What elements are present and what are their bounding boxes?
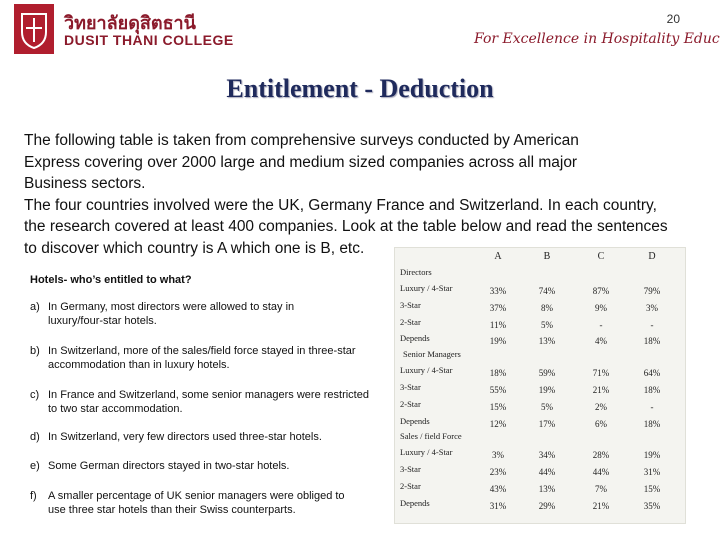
- question-text: In Switzerland, very few directors used …: [48, 431, 322, 443]
- row-label: 3-Star: [400, 382, 421, 392]
- cell: 64%: [643, 368, 661, 379]
- question-text: In Germany, most directors were allowed …: [48, 301, 295, 313]
- cell: 12%: [489, 418, 507, 429]
- cell: 31%: [489, 500, 507, 511]
- question-letter: a): [30, 301, 40, 313]
- cell: 37%: [489, 302, 507, 313]
- cell: 79%: [643, 286, 661, 296]
- cell: 2%: [595, 401, 607, 412]
- column-header: A: [494, 251, 502, 262]
- table-background: [394, 247, 686, 524]
- paragraph-line: The four countries involved were the UK,…: [24, 196, 657, 214]
- row-label: Depends: [400, 415, 430, 426]
- question-letter: f): [30, 490, 37, 502]
- cell: 7%: [595, 484, 607, 494]
- row-label: Luxury / 4-Star: [400, 283, 453, 293]
- cell: 6%: [595, 418, 607, 429]
- row-label: Depends: [400, 333, 430, 344]
- cell: 3%: [646, 302, 658, 313]
- cell: 34%: [538, 450, 556, 461]
- cell: 18%: [643, 418, 661, 429]
- row-label: 2-Star: [400, 481, 421, 491]
- cell: 18%: [643, 336, 661, 347]
- row-label: 2-Star: [400, 316, 421, 327]
- cell: 33%: [489, 286, 507, 296]
- cell: 55%: [489, 385, 507, 395]
- question-text: In Switzerland, more of the sales/field …: [48, 345, 356, 357]
- cell: 4%: [595, 336, 607, 347]
- logo: [14, 4, 54, 54]
- cell: 21%: [592, 500, 610, 511]
- question-letter: b): [30, 345, 40, 357]
- cell: 5%: [541, 401, 553, 412]
- cell: 44%: [592, 467, 610, 478]
- page-number: 20: [666, 12, 680, 26]
- cell: 19%: [643, 450, 661, 461]
- row-label: Luxury / 4-Star: [400, 365, 453, 376]
- row-label: 3-Star: [400, 464, 421, 475]
- question-letter: c): [30, 389, 40, 401]
- questions-heading: Hotels- who’s entitled to what?: [30, 274, 192, 286]
- cell: -: [650, 401, 654, 412]
- cell: 43%: [489, 484, 507, 494]
- question-text: In France and Switzerland, some senior m…: [48, 389, 369, 401]
- paragraph-line: Business sectors.: [24, 175, 146, 192]
- question-letter: e): [30, 460, 40, 472]
- cell: 28%: [592, 450, 610, 461]
- question-text: accommodation than in luxury hotels.: [48, 359, 230, 371]
- paragraph-line: The following table is taken from compre…: [24, 132, 579, 149]
- group-label: Sales / field Force: [400, 431, 462, 442]
- cell: 15%: [489, 401, 507, 412]
- row-label: Depends: [400, 497, 430, 508]
- cell: 15%: [643, 484, 661, 494]
- cell: 13%: [538, 484, 556, 494]
- group-label: Directors: [400, 267, 432, 277]
- cell: 35%: [643, 500, 661, 511]
- cell: 5%: [541, 319, 553, 330]
- cell: 19%: [489, 336, 507, 347]
- cell: 44%: [538, 467, 556, 478]
- question-text: A smaller percentage of UK senior manage…: [48, 490, 345, 502]
- cell: -: [650, 319, 654, 330]
- cell: 31%: [643, 467, 661, 478]
- cell: -: [599, 319, 603, 330]
- cell: 19%: [538, 385, 556, 395]
- cell: 71%: [592, 368, 610, 379]
- cell: 59%: [538, 368, 556, 379]
- cell: 23%: [489, 467, 507, 478]
- cell: 29%: [538, 500, 556, 511]
- question-text: use three star hotels than their Swiss c…: [48, 504, 296, 516]
- paragraph-line: the research covered at least 400 compan…: [24, 218, 668, 235]
- slide-title: Entitlement - Deduction: [226, 74, 494, 103]
- cell: 8%: [541, 302, 553, 313]
- thai-name: วิทยาลัยดุสิตธานี: [64, 13, 196, 33]
- cell: 11%: [489, 319, 507, 330]
- tagline: For Excellence in Hospitality Education: [474, 31, 720, 47]
- paragraph-line: to discover which country is A which one…: [24, 239, 365, 257]
- cell: 13%: [538, 336, 556, 347]
- college-name: DUSIT THANI COLLEGE: [64, 32, 234, 48]
- cell: 21%: [592, 385, 610, 395]
- cell: 87%: [592, 286, 610, 296]
- row-label: 2-Star: [400, 398, 421, 409]
- row-label: Luxury / 4-Star: [400, 447, 453, 458]
- group-label: Senior Managers: [403, 349, 461, 360]
- cell: 18%: [489, 368, 507, 379]
- column-header: D: [648, 251, 656, 262]
- column-header: C: [597, 251, 605, 262]
- cell: 18%: [643, 385, 661, 395]
- paragraph-line: Express covering over 2000 large and med…: [24, 153, 578, 171]
- cell: 3%: [492, 450, 504, 461]
- cell: 17%: [538, 418, 556, 429]
- cell: 74%: [538, 286, 556, 296]
- question-text: luxury/four-star hotels.: [48, 315, 157, 327]
- question-text: to two star accommodation.: [48, 403, 183, 415]
- question-text: Some German directors stayed in two-star…: [48, 460, 290, 472]
- row-label: 3-Star: [400, 299, 421, 310]
- cell: 9%: [595, 302, 607, 313]
- question-letter: d): [30, 431, 40, 443]
- column-header: B: [543, 251, 551, 262]
